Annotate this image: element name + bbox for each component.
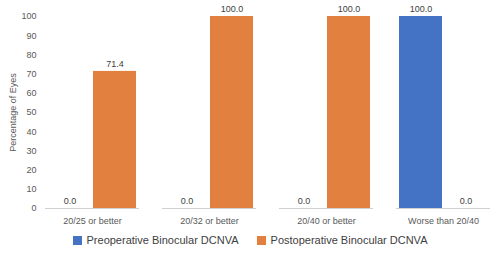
svg-text:50: 50 bbox=[26, 107, 36, 117]
svg-text:100.0: 100.0 bbox=[338, 4, 361, 14]
svg-text:71.4: 71.4 bbox=[106, 59, 124, 69]
svg-text:20: 20 bbox=[26, 165, 36, 175]
html-text:Postoperative Binocular DCNVA: Postoperative Binocular DCNVA bbox=[270, 234, 428, 246]
svg-text:0.0: 0.0 bbox=[298, 196, 311, 206]
svg-text:80: 80 bbox=[26, 50, 36, 60]
svg-text:100: 100 bbox=[21, 11, 36, 21]
svg-text:30: 30 bbox=[26, 146, 36, 156]
svg-text:Worse than 20/40: Worse than 20/40 bbox=[408, 216, 479, 226]
svg-text:20/32 or better: 20/32 or better bbox=[180, 216, 239, 226]
svg-text:0.0: 0.0 bbox=[181, 196, 194, 206]
svg-text:100.0: 100.0 bbox=[221, 4, 244, 14]
svg-text:0: 0 bbox=[31, 203, 36, 213]
svg-text:20/40 or better: 20/40 or better bbox=[297, 216, 356, 226]
svg-text:40: 40 bbox=[26, 127, 36, 137]
html-text:Preoperative Binocular DCNVA: Preoperative Binocular DCNVA bbox=[86, 234, 239, 246]
svg-text:60: 60 bbox=[26, 88, 36, 98]
svg-text:100.0: 100.0 bbox=[410, 4, 433, 14]
svg-text:0.0: 0.0 bbox=[64, 196, 77, 206]
svg-text:0.0: 0.0 bbox=[460, 196, 473, 206]
svg-text:20/25 or better: 20/25 or better bbox=[63, 216, 122, 226]
svg-text:70: 70 bbox=[26, 69, 36, 79]
svg-text:10: 10 bbox=[26, 184, 36, 194]
svg-text:Percentage of Eyes: Percentage of Eyes bbox=[8, 73, 18, 152]
svg-text:90: 90 bbox=[26, 31, 36, 41]
